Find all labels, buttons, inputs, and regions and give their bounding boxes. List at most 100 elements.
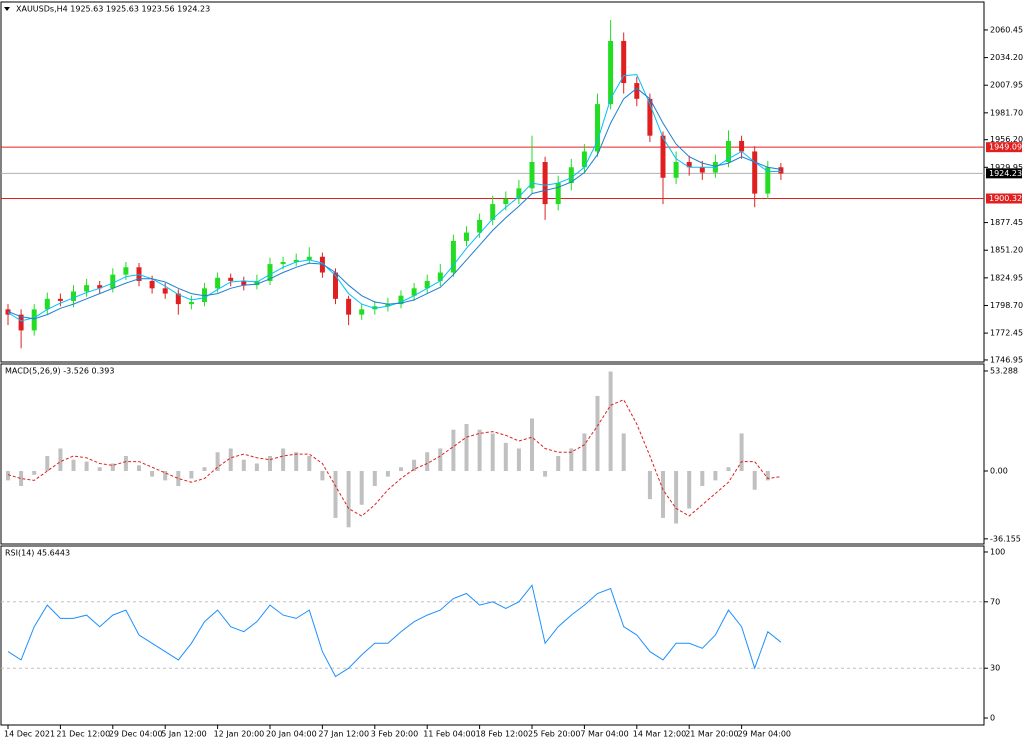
histogram-bar bbox=[281, 448, 286, 471]
candle-body bbox=[516, 188, 522, 199]
histogram-bar bbox=[556, 455, 561, 471]
histogram-bar bbox=[32, 470, 37, 475]
y-tick-label: 1877.45 bbox=[990, 218, 1023, 227]
rsi-line bbox=[7, 584, 782, 678]
candle-body bbox=[765, 167, 771, 194]
x-tick-label: 21 Dec 12:00 bbox=[56, 730, 110, 739]
x-tick-label: 3 Feb 20:00 bbox=[371, 730, 418, 739]
candle-body bbox=[660, 135, 666, 178]
candle-body bbox=[359, 309, 365, 315]
histogram-bar bbox=[45, 455, 50, 471]
candle-body bbox=[739, 140, 745, 152]
y-tick-label: 53.288 bbox=[990, 366, 1018, 375]
histogram-bar bbox=[765, 470, 770, 481]
histogram-bar bbox=[543, 470, 548, 477]
histogram-bar bbox=[582, 433, 587, 471]
histogram-bar bbox=[752, 470, 757, 490]
y-tick-label: 1851.20 bbox=[990, 246, 1023, 255]
histogram-bar bbox=[490, 433, 495, 471]
histogram-bar bbox=[412, 459, 417, 471]
moving-average bbox=[7, 87, 781, 320]
histogram-bar bbox=[595, 395, 600, 471]
y-tick-label: 2007.95 bbox=[990, 81, 1023, 90]
y-tick-label: 1824.95 bbox=[990, 273, 1023, 282]
histogram-bar bbox=[228, 448, 233, 471]
rsi-title: RSI(14) 45.6443 bbox=[5, 549, 70, 558]
candle-body bbox=[57, 298, 63, 301]
candle-body bbox=[306, 256, 312, 260]
candle-body bbox=[778, 167, 784, 174]
histogram-bar bbox=[97, 467, 102, 471]
candle-body bbox=[699, 167, 705, 173]
candle-body bbox=[490, 204, 496, 220]
candle-body bbox=[595, 104, 600, 152]
price-label: 1949.09 bbox=[989, 143, 1022, 152]
candle-body bbox=[647, 98, 653, 136]
y-tick-label: 0 bbox=[990, 714, 995, 723]
histogram-bar bbox=[372, 470, 377, 487]
y-tick-label: 1746.95 bbox=[990, 355, 1023, 364]
candle-body bbox=[503, 198, 509, 205]
y-tick-label: 70 bbox=[990, 597, 1000, 606]
histogram-bar bbox=[608, 371, 613, 471]
candle-body bbox=[398, 295, 404, 305]
histogram-bar bbox=[647, 470, 652, 500]
x-tick-label: 21 Mar 20:00 bbox=[685, 730, 738, 739]
x-tick-label: 20 Jan 04:00 bbox=[266, 730, 317, 739]
candle-body bbox=[555, 183, 561, 205]
histogram-bar bbox=[477, 429, 482, 471]
histogram-bar bbox=[399, 467, 403, 471]
candle-body bbox=[31, 309, 37, 331]
candle-body bbox=[686, 162, 692, 168]
candle-body bbox=[123, 267, 129, 275]
histogram-bar bbox=[71, 459, 76, 471]
signal-line bbox=[7, 399, 781, 517]
histogram-bar bbox=[739, 433, 744, 471]
candle-body bbox=[149, 280, 155, 289]
candle-body bbox=[385, 304, 391, 307]
candle-body bbox=[241, 280, 247, 286]
y-tick-label: 1956.20 bbox=[990, 135, 1023, 144]
histogram-bar bbox=[58, 448, 63, 471]
candle-body bbox=[254, 280, 260, 286]
histogram-bar bbox=[451, 429, 456, 471]
histogram-bar bbox=[530, 418, 534, 471]
candle-body bbox=[450, 240, 456, 273]
candle-body bbox=[175, 293, 181, 305]
menu-arrow bbox=[4, 7, 10, 11]
histogram-bar bbox=[6, 470, 10, 481]
histogram-bar bbox=[110, 463, 115, 471]
candle-body bbox=[437, 272, 443, 281]
candle-body bbox=[634, 83, 640, 99]
price-pane bbox=[0, 1, 985, 363]
price-title: XAUUSDs,H4 1925.63 1925.63 1923.56 1924.… bbox=[16, 5, 210, 14]
candle-body bbox=[293, 259, 299, 262]
histogram-bar bbox=[241, 459, 246, 471]
x-tick-label: 29 Dec 04:00 bbox=[109, 730, 163, 739]
candle-body bbox=[608, 40, 614, 105]
candle-body bbox=[280, 262, 286, 265]
macd-title: MACD(5,26,9) -3.526 0.393 bbox=[5, 367, 114, 376]
candle-body bbox=[215, 277, 221, 289]
candle-body bbox=[71, 291, 76, 301]
histogram-bar bbox=[84, 461, 89, 471]
histogram-bar bbox=[176, 470, 181, 487]
histogram-bar bbox=[202, 467, 207, 471]
x-tick-label: 14 Dec 2021 bbox=[4, 730, 55, 739]
histogram-bar bbox=[19, 470, 24, 487]
candle-body bbox=[424, 280, 430, 289]
price-label-box bbox=[986, 168, 1022, 179]
y-tick-label: 1798.70 bbox=[990, 301, 1023, 310]
candle-body bbox=[44, 298, 50, 310]
histogram-bar bbox=[320, 470, 325, 481]
candle-body bbox=[18, 314, 24, 331]
histogram-bar bbox=[163, 470, 168, 481]
histogram-bar bbox=[294, 452, 299, 471]
candle-body bbox=[529, 162, 535, 189]
y-tick-label: 1929.95 bbox=[990, 163, 1023, 172]
x-tick-label: 14 Mar 12:00 bbox=[633, 730, 686, 739]
price-label: 1924.23 bbox=[989, 169, 1022, 178]
y-tick-label: 100 bbox=[990, 547, 1005, 556]
histogram-bar bbox=[464, 424, 469, 471]
